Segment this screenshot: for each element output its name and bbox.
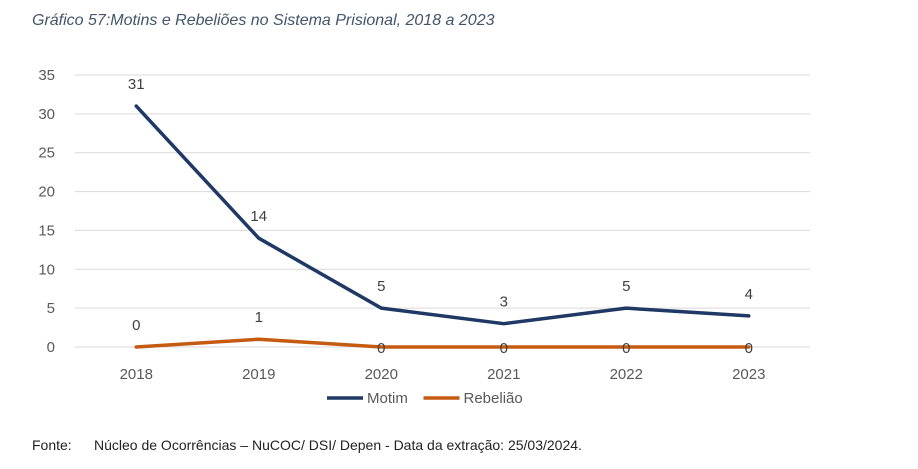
data-point <box>502 322 506 326</box>
gridlines <box>75 74 810 348</box>
data-label: 0 <box>622 340 630 357</box>
data-labels: 31 14 5 3 5 4 0 1 0 0 0 0 <box>128 76 753 357</box>
data-label: 31 <box>128 76 145 93</box>
x-tick-label: 2022 <box>610 366 643 383</box>
y-tick-label: 15 <box>38 222 55 239</box>
data-point <box>624 345 628 349</box>
data-label: 0 <box>132 317 140 334</box>
data-label: 5 <box>377 278 385 295</box>
data-label: 0 <box>500 340 508 357</box>
source-text: Núcleo de Ocorrências – NuCOC/ DSI/ Depe… <box>94 437 582 453</box>
data-label: 3 <box>500 294 508 311</box>
data-label: 14 <box>250 208 267 225</box>
y-tick-label: 5 <box>47 300 55 317</box>
y-tick-label: 20 <box>38 184 55 201</box>
data-point <box>747 314 751 318</box>
data-point <box>747 345 751 349</box>
series-lines <box>134 104 751 349</box>
y-axis-ticks: 0 5 10 15 20 25 30 35 <box>38 67 55 356</box>
data-point <box>379 345 383 349</box>
data-point <box>257 337 261 341</box>
data-point <box>257 236 261 240</box>
legend-label: Rebelião <box>464 390 523 407</box>
data-label: 5 <box>622 278 630 295</box>
series-line-motim <box>134 104 751 326</box>
source-note: Fonte: Núcleo de Ocorrências – NuCOC/ DSI… <box>32 437 582 453</box>
data-point <box>624 306 628 310</box>
x-tick-label: 2021 <box>487 366 520 383</box>
y-tick-label: 25 <box>38 145 55 162</box>
data-point <box>134 104 138 108</box>
y-tick-label: 35 <box>38 67 55 84</box>
data-label: 1 <box>255 309 263 326</box>
x-axis-ticks: 2018 2019 2020 2021 2022 2023 <box>120 366 766 383</box>
source-label: Fonte: <box>32 437 72 453</box>
data-point <box>379 306 383 310</box>
y-tick-label: 0 <box>47 339 55 356</box>
data-label: 0 <box>377 340 385 357</box>
data-label: 0 <box>745 340 753 357</box>
series-line-rebelião <box>134 337 751 349</box>
x-tick-label: 2018 <box>120 366 153 383</box>
legend: Motim Rebelião <box>327 390 523 407</box>
x-tick-label: 2019 <box>242 366 275 383</box>
data-point <box>502 345 506 349</box>
chart-title: Gráfico 57:Motins e Rebeliões no Sistema… <box>32 12 495 29</box>
x-tick-label: 2020 <box>365 366 398 383</box>
data-point <box>134 345 138 349</box>
y-tick-label: 30 <box>38 106 55 123</box>
data-label: 4 <box>745 286 753 303</box>
x-tick-label: 2023 <box>732 366 765 383</box>
y-tick-label: 10 <box>38 261 55 278</box>
legend-label: Motim <box>367 390 408 407</box>
